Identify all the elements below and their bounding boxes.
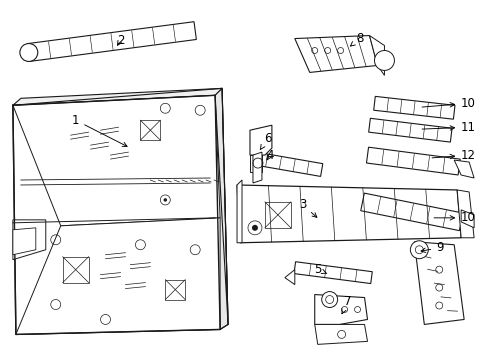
Polygon shape xyxy=(369,36,385,75)
Polygon shape xyxy=(374,96,455,119)
Polygon shape xyxy=(13,220,46,260)
Polygon shape xyxy=(461,210,474,228)
Circle shape xyxy=(374,50,394,71)
Polygon shape xyxy=(16,218,220,334)
Polygon shape xyxy=(215,88,228,329)
Circle shape xyxy=(20,44,38,62)
Polygon shape xyxy=(295,36,377,72)
Polygon shape xyxy=(367,147,460,175)
Polygon shape xyxy=(415,242,464,324)
Polygon shape xyxy=(315,324,368,345)
Polygon shape xyxy=(361,193,463,231)
Polygon shape xyxy=(237,185,461,243)
Polygon shape xyxy=(13,95,220,226)
Bar xyxy=(265,202,291,228)
Polygon shape xyxy=(368,118,452,142)
Polygon shape xyxy=(27,22,196,62)
Bar xyxy=(141,120,160,140)
Text: 1: 1 xyxy=(72,114,127,147)
Text: 7: 7 xyxy=(342,295,351,314)
Text: 3: 3 xyxy=(299,198,317,217)
Circle shape xyxy=(164,198,167,202)
Circle shape xyxy=(322,292,338,307)
Text: 4: 4 xyxy=(266,149,273,162)
Polygon shape xyxy=(252,152,323,176)
Text: 10: 10 xyxy=(434,211,476,224)
Polygon shape xyxy=(457,190,474,238)
Circle shape xyxy=(410,241,428,259)
Text: 11: 11 xyxy=(422,121,476,134)
Text: 2: 2 xyxy=(117,34,124,47)
Bar xyxy=(63,257,89,283)
Polygon shape xyxy=(454,160,474,178)
Polygon shape xyxy=(253,152,262,183)
Text: 8: 8 xyxy=(350,32,363,46)
Text: 10: 10 xyxy=(422,97,476,110)
Text: 6: 6 xyxy=(260,132,271,150)
Polygon shape xyxy=(285,270,295,285)
Bar xyxy=(165,280,185,300)
Circle shape xyxy=(252,225,258,231)
Text: 5: 5 xyxy=(314,263,327,276)
Polygon shape xyxy=(294,262,372,284)
Polygon shape xyxy=(250,155,262,172)
Polygon shape xyxy=(13,95,220,334)
Polygon shape xyxy=(13,88,222,105)
Text: 9: 9 xyxy=(421,241,444,254)
Polygon shape xyxy=(237,180,242,243)
Polygon shape xyxy=(315,294,368,324)
Polygon shape xyxy=(13,228,36,255)
Polygon shape xyxy=(250,125,272,155)
Text: 12: 12 xyxy=(432,149,476,162)
